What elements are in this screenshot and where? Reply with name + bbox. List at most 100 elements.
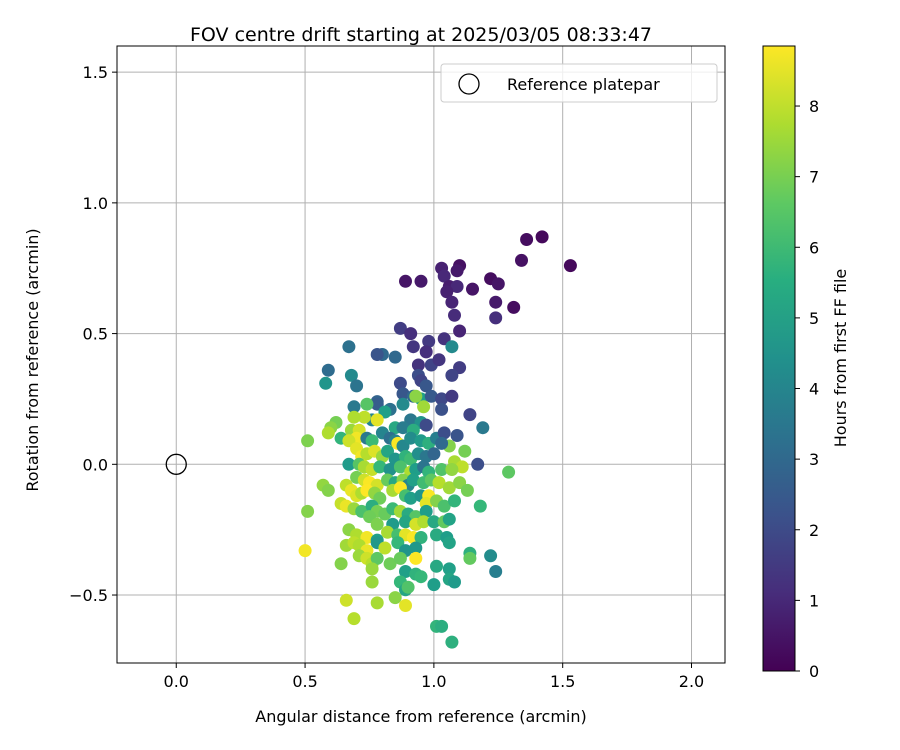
data-point xyxy=(378,541,392,555)
y-tick-label: 0.5 xyxy=(83,325,108,344)
data-point xyxy=(388,350,402,364)
x-tick-label: 1.5 xyxy=(550,672,575,691)
colorbar-tick-label: 5 xyxy=(809,309,819,328)
data-point xyxy=(365,575,379,589)
data-point xyxy=(445,368,459,382)
data-point xyxy=(460,483,474,497)
x-tick-label: 1.0 xyxy=(421,672,446,691)
data-point xyxy=(370,413,384,427)
y-tick-label: 1.0 xyxy=(83,194,108,213)
data-point xyxy=(437,269,451,283)
data-point xyxy=(489,295,503,309)
y-tick-label: 0.0 xyxy=(83,455,108,474)
x-tick-label: 2.0 xyxy=(679,672,704,691)
data-point xyxy=(453,324,467,338)
data-point xyxy=(321,483,335,497)
data-point xyxy=(427,515,441,529)
data-point xyxy=(442,536,456,550)
data-point xyxy=(463,551,477,565)
data-point xyxy=(458,444,472,458)
data-point xyxy=(435,463,449,476)
data-point xyxy=(370,596,384,610)
data-point xyxy=(419,345,433,359)
data-point xyxy=(445,463,459,476)
data-point xyxy=(396,421,410,435)
data-point xyxy=(427,578,441,592)
reference-layer xyxy=(165,453,187,475)
data-point xyxy=(370,551,384,565)
data-point xyxy=(417,400,431,414)
legend-open-circle-marker xyxy=(458,73,480,95)
data-point xyxy=(435,402,449,416)
data-point xyxy=(360,397,374,411)
legend: Reference platepar xyxy=(440,63,718,103)
data-point xyxy=(520,233,534,246)
data-point xyxy=(393,551,407,565)
data-point xyxy=(473,499,487,513)
colorbar xyxy=(762,45,796,672)
colorbar-tick-label: 1 xyxy=(809,591,819,610)
data-point xyxy=(393,460,407,474)
data-point xyxy=(427,447,441,461)
data-point xyxy=(445,295,459,309)
data-point xyxy=(321,363,335,377)
data-point xyxy=(399,599,412,612)
data-point xyxy=(404,327,418,341)
data-point xyxy=(334,557,348,571)
data-point xyxy=(445,340,459,354)
data-point xyxy=(419,418,433,432)
data-point xyxy=(440,285,454,299)
data-point xyxy=(455,460,469,474)
data-point xyxy=(388,591,402,605)
x-tick-label: 0.5 xyxy=(292,672,317,691)
legend-entry-reference: Reference platepar xyxy=(507,75,660,94)
data-point xyxy=(373,460,387,474)
data-point xyxy=(365,562,379,576)
data-point xyxy=(411,358,425,372)
y-tick-label: 1.5 xyxy=(83,63,108,82)
data-point xyxy=(432,476,446,490)
data-point xyxy=(347,400,361,414)
colorbar-label: Hours from first FF file xyxy=(831,269,850,448)
data-point xyxy=(347,410,361,424)
data-point xyxy=(489,565,503,578)
data-point xyxy=(414,274,428,288)
chart-title: FOV centre drift starting at 2025/03/05 … xyxy=(190,24,652,46)
colorbar-tick-label: 0 xyxy=(809,662,819,681)
data-point xyxy=(342,340,356,354)
data-point xyxy=(396,387,410,401)
data-point xyxy=(406,340,420,354)
data-point xyxy=(515,253,528,267)
data-point xyxy=(442,562,456,576)
colorbar-tick-label: 2 xyxy=(809,521,819,540)
data-point xyxy=(298,544,312,558)
data-point xyxy=(399,274,412,288)
data-point xyxy=(399,565,412,578)
data-point xyxy=(484,549,498,563)
data-point xyxy=(563,259,577,273)
x-axis-ticks: 0.0 0.5 1.0 1.5 2.0 xyxy=(164,663,704,691)
colorbar-tick-label: 4 xyxy=(809,380,819,399)
data-point xyxy=(445,635,459,649)
data-point xyxy=(417,515,431,529)
colorbar-tick-label: 6 xyxy=(809,238,819,257)
data-point xyxy=(442,481,456,495)
data-point xyxy=(409,551,423,565)
data-point xyxy=(466,282,479,296)
data-point xyxy=(339,593,353,607)
data-point xyxy=(448,308,461,322)
data-point xyxy=(437,499,451,513)
data-point xyxy=(393,321,407,335)
data-point xyxy=(535,230,549,244)
data-point xyxy=(502,465,516,479)
data-point xyxy=(383,463,397,476)
data-point xyxy=(414,570,428,584)
data-point xyxy=(435,619,449,633)
data-point xyxy=(430,559,443,573)
data-point xyxy=(370,517,384,531)
scatter-points xyxy=(298,230,577,649)
data-point xyxy=(448,494,461,508)
colorbar-tick-label: 8 xyxy=(809,97,819,116)
data-point xyxy=(448,575,461,589)
